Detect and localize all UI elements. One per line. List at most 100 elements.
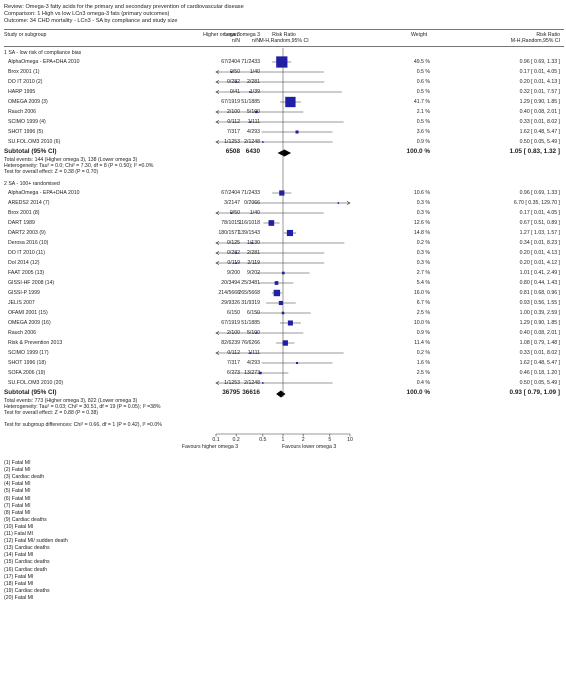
study-name: OMEGA 2009 (3) <box>8 99 48 105</box>
ci-arrow-left <box>215 351 220 355</box>
study-higher: 6/150 <box>227 310 240 316</box>
point-estimate-box <box>249 352 252 354</box>
subgroup-note: Test for overall effect: Z = 0.88 (P = 0… <box>4 410 99 416</box>
footnote: (13) Cardiac deaths <box>4 545 50 552</box>
study-name: Brox 2001 (1) <box>8 69 40 75</box>
study-name: SHOT 1996 (5) <box>8 129 44 135</box>
study-higher: 20/3494 <box>221 280 240 286</box>
study-ci: 0.33 [ 0.01, 8.02 ] <box>519 350 560 356</box>
subtotal-ci: 1.05 [ 0.83, 1.32 ] <box>509 148 560 155</box>
point-estimate-box <box>286 229 294 237</box>
column-rr-method: M-H,Random,95% CI <box>259 38 309 44</box>
study-weight: 0.5 % <box>416 119 430 125</box>
study-ci: 0.67 [ 0.51, 0.89 ] <box>519 220 560 226</box>
point-estimate-box <box>230 71 233 73</box>
ci-arrow-left <box>215 331 220 335</box>
study-weight: 0.9 % <box>416 139 430 145</box>
study-weight: 0.2 % <box>416 350 430 356</box>
ci-arrow-left <box>215 381 220 385</box>
study-lower: 76/6266 <box>241 340 260 346</box>
subtotal-higher: 36795 <box>222 389 240 396</box>
study-higher: 3/2147 <box>224 200 240 206</box>
study-name: Brox 2001 (8) <box>8 210 40 216</box>
column-rr-method-right: M-H,Random,95% CI <box>510 38 560 44</box>
header-rule-top <box>4 29 564 30</box>
review-line: Review: Omega-3 fatty acids for the prim… <box>4 4 244 10</box>
footnote: (20) Fatal MI <box>4 594 34 601</box>
ci-arrow-left <box>215 251 220 255</box>
footnote: (15) Cardiac deaths <box>4 559 50 566</box>
study-weight: 3.6 % <box>416 129 430 135</box>
study-higher: 78/1015 <box>221 220 240 226</box>
study-name: FAAT 2005 (13) <box>8 270 45 276</box>
point-estimate-box <box>249 91 251 93</box>
study-lower: 51/1885 <box>241 99 260 105</box>
column-rr-header-right: Risk Ratio <box>536 32 560 38</box>
comparison-line: Comparison: 1 High vs low LCn3 omega-3 f… <box>4 11 170 17</box>
study-name: Risk & Prevention 2013 <box>8 340 63 346</box>
subgroup-note: Total events: 773 (Higher omega 3), 822 … <box>4 398 138 404</box>
study-ci: 0.96 [ 0.69, 1.33 ] <box>519 59 560 65</box>
point-estimate-box <box>282 340 288 346</box>
study-ci: 1.29 [ 0.90, 1.85 ] <box>519 99 560 105</box>
study-ci: 1.00 [ 0.39, 2.59 ] <box>519 310 560 316</box>
footnote: (16) Cardiac death <box>4 566 47 573</box>
study-name: JELIS 2007 <box>8 300 35 306</box>
study-ci: 0.80 [ 0.44, 1.43 ] <box>519 280 560 286</box>
study-weight: 16.0 % <box>413 290 430 296</box>
study-ci: 0.34 [ 0.01, 8.23 ] <box>519 240 560 246</box>
study-name: DART2 2003 (9) <box>8 230 46 236</box>
study-ci: 0.46 [ 0.18, 1.20 ] <box>519 370 560 376</box>
study-weight: 5.4 % <box>416 280 430 286</box>
study-lower: 31/9319 <box>241 300 260 306</box>
study-ci: 0.93 [ 0.56, 1.55 ] <box>519 300 560 306</box>
study-higher: 29/9326 <box>221 300 240 306</box>
study-higher: 9/200 <box>227 270 240 276</box>
study-lower: 51/1885 <box>241 320 260 326</box>
subtotal-higher: 6508 <box>225 148 240 155</box>
point-estimate-box <box>296 361 299 365</box>
point-estimate-box <box>285 96 296 108</box>
study-weight: 10.0 % <box>413 320 430 326</box>
footnote: (6) Fatal MI <box>4 495 31 502</box>
study-name: OMEGA 2009 (16) <box>8 320 51 326</box>
study-lower: 0/2066 <box>244 200 260 206</box>
study-weight: 0.2 % <box>416 240 430 246</box>
subtotal-diamond <box>277 149 292 157</box>
point-estimate-box <box>287 320 293 326</box>
study-ci: 0.20 [ 0.01, 4.13 ] <box>519 250 560 256</box>
study-weight: 0.9 % <box>416 330 430 336</box>
footnote: (3) Cardiac death <box>4 474 45 481</box>
point-estimate-box <box>255 110 258 114</box>
ci-arrow-left <box>215 120 220 124</box>
study-weight: 14.8 % <box>413 230 430 236</box>
study-higher: 67/2404 <box>221 59 240 65</box>
ci-arrow-left <box>215 261 220 265</box>
ci-arrow-left <box>215 241 220 245</box>
study-lower: 4/293 <box>247 360 260 366</box>
subtotal-label: Subtotal (95% CI) <box>4 148 57 155</box>
footnote: (9) Cardiac deaths <box>4 516 47 523</box>
point-estimate-box <box>281 271 285 275</box>
study-ci: 0.33 [ 0.01, 8.02 ] <box>519 119 560 125</box>
point-estimate-box <box>268 220 275 226</box>
study-name: Derosa 2016 (10) <box>8 240 49 246</box>
ci-arrow-left <box>215 90 220 94</box>
study-higher: 7/317 <box>227 360 240 366</box>
study-ci: 0.40 [ 0.08, 2.01 ] <box>519 330 560 336</box>
study-weight: 49.5 % <box>413 59 430 65</box>
subtotal-label: Subtotal (95% CI) <box>4 389 57 396</box>
study-ci: 0.20 [ 0.01, 4.13 ] <box>519 79 560 85</box>
footnote: (2) Fatal MI <box>4 467 31 474</box>
x-tick-label: 0.2 <box>232 437 240 443</box>
point-estimate-box <box>249 121 252 123</box>
footnote: (1) Fatal MI <box>4 460 31 466</box>
study-name: AREDS2 2014 (7) <box>8 200 50 206</box>
study-name: AlphaOmega - EPA+DHA 2010 <box>8 190 80 196</box>
study-name: SCIMO 1999 (17) <box>8 350 49 356</box>
study-ci: 1.08 [ 0.79, 1.48 ] <box>519 340 560 346</box>
ci-arrow-left <box>215 70 220 74</box>
study-weight: 2.5 % <box>416 310 430 316</box>
favours-lower-label: Favours lower omega 3 <box>282 444 337 450</box>
